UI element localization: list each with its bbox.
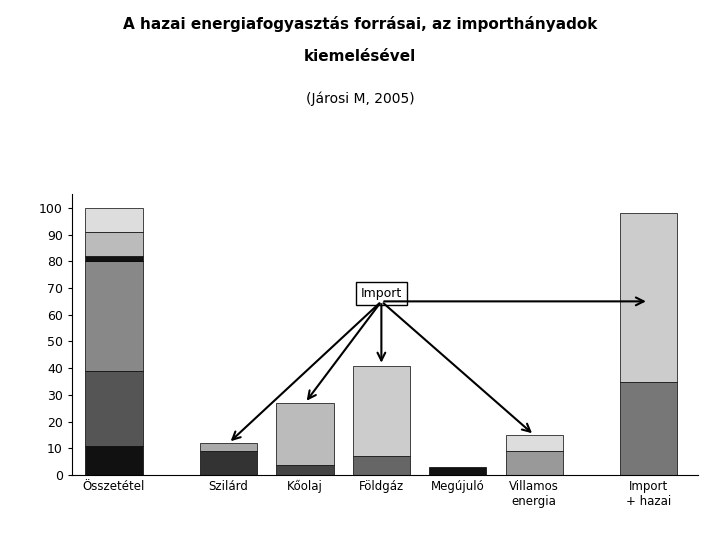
Bar — [86, 232, 143, 256]
Bar — [429, 467, 487, 475]
Text: (Járosi M, 2005): (Járosi M, 2005) — [306, 92, 414, 106]
Bar — [86, 256, 143, 261]
Bar — [505, 451, 563, 475]
Bar — [200, 443, 257, 451]
Bar — [86, 208, 143, 232]
Bar — [276, 403, 333, 464]
Bar — [86, 371, 143, 446]
Bar — [353, 456, 410, 475]
Bar — [353, 366, 410, 456]
Text: Import: Import — [361, 287, 402, 300]
Text: kiemelésével: kiemelésével — [304, 49, 416, 64]
Bar — [200, 451, 257, 475]
Bar — [86, 446, 143, 475]
Bar — [86, 261, 143, 371]
Bar — [620, 213, 678, 382]
Bar — [505, 435, 563, 451]
Bar — [276, 464, 333, 475]
Text: A hazai energiafogyasztás forrásai, az importhányadok: A hazai energiafogyasztás forrásai, az i… — [123, 16, 597, 32]
Bar — [620, 382, 678, 475]
